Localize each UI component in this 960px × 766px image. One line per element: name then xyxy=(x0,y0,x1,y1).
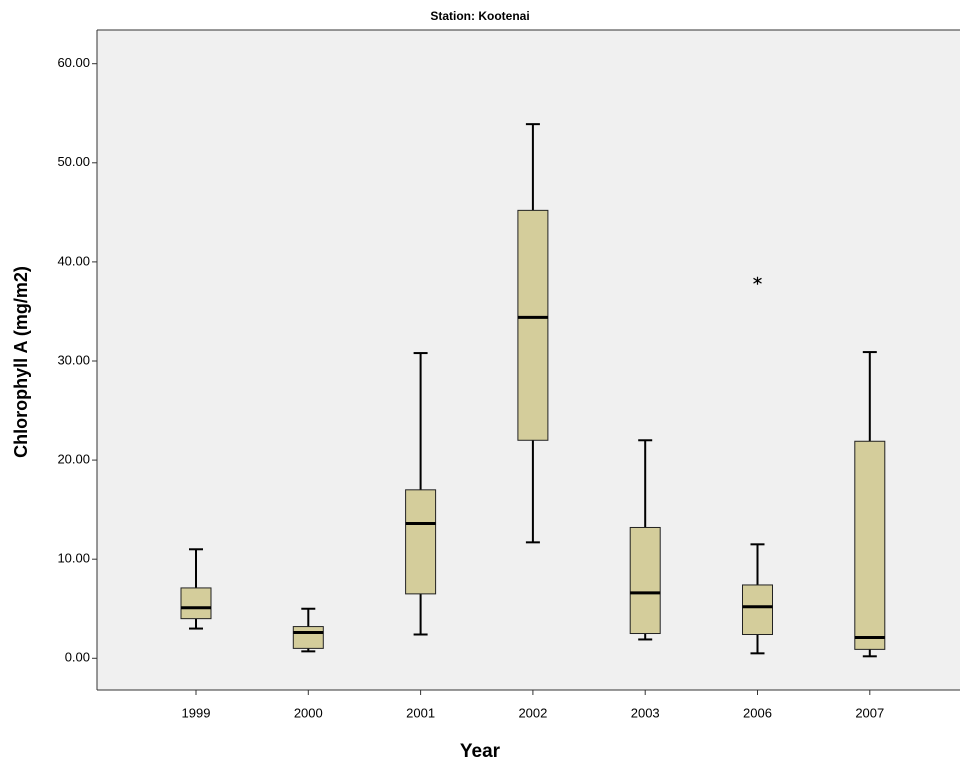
box xyxy=(405,489,437,595)
y-tick-label: 60.00 xyxy=(57,55,90,70)
y-tick-label: 10.00 xyxy=(57,551,90,566)
box xyxy=(517,209,549,441)
x-tick-label: 2002 xyxy=(518,705,547,720)
y-tick-label: 0.00 xyxy=(65,650,90,665)
y-tick-label: 50.00 xyxy=(57,154,90,169)
box xyxy=(742,584,773,636)
x-tick-label: 2000 xyxy=(294,705,323,720)
x-tick-label: 1999 xyxy=(182,705,211,720)
chart-title: Station: Kootenai xyxy=(430,9,529,23)
y-tick-label: 30.00 xyxy=(57,352,90,367)
outlier xyxy=(753,276,762,285)
y-tick-label: 20.00 xyxy=(57,452,90,467)
x-tick-label: 2001 xyxy=(406,705,435,720)
y-axis-label: Chlorophyll A (mg/m2) xyxy=(11,266,31,458)
box xyxy=(629,526,661,635)
x-tick-label: 2003 xyxy=(631,705,660,720)
box xyxy=(292,626,324,649)
x-tick-label: 2006 xyxy=(743,705,772,720)
x-axis-label: Year xyxy=(460,741,501,762)
box xyxy=(180,587,212,620)
y-tick-label: 40.00 xyxy=(57,253,90,268)
x-tick-label: 2007 xyxy=(855,705,884,720)
box xyxy=(854,440,886,650)
